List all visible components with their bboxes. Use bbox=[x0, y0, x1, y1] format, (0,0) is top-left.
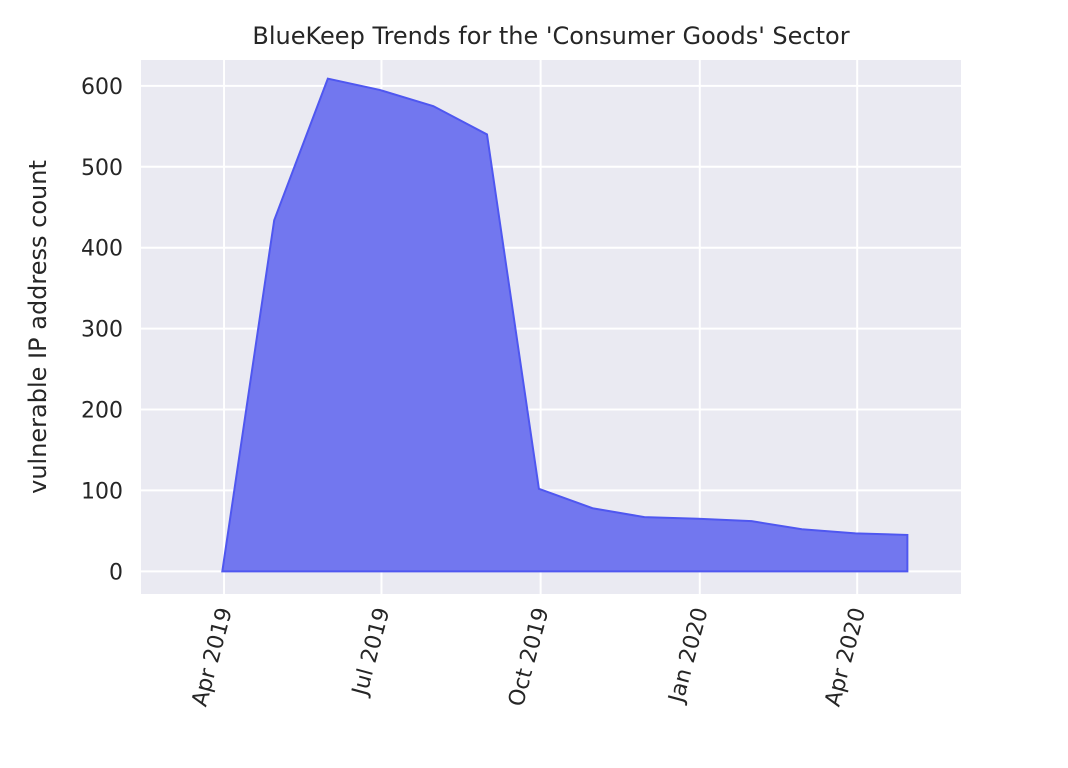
x-tick-label: Jan 2020 bbox=[664, 605, 714, 707]
y-tick-label: 100 bbox=[81, 479, 123, 504]
y-tick-label: 500 bbox=[81, 156, 123, 181]
y-tick-label: 300 bbox=[81, 318, 123, 343]
x-axis: Apr 2019 Jul 2019 Oct 2019 Jan 2020 Apr 2020 bbox=[188, 605, 871, 709]
x-tick-label: Apr 2019 bbox=[188, 605, 238, 709]
x-tick-label: Oct 2019 bbox=[504, 605, 554, 709]
x-tick-label: Apr 2020 bbox=[821, 605, 871, 709]
y-tick-label: 200 bbox=[81, 399, 123, 424]
y-tick-label: 0 bbox=[109, 560, 123, 585]
x-tick-label: Jul 2019 bbox=[347, 605, 395, 700]
chart-title: BlueKeep Trends for the 'Consumer Goods'… bbox=[252, 22, 849, 50]
y-axis-label: vulnerable IP address count bbox=[24, 160, 52, 494]
y-tick-label: 600 bbox=[81, 75, 123, 100]
y-tick-label: 400 bbox=[81, 237, 123, 262]
y-axis: 0 100 200 300 400 500 600 bbox=[81, 75, 123, 585]
